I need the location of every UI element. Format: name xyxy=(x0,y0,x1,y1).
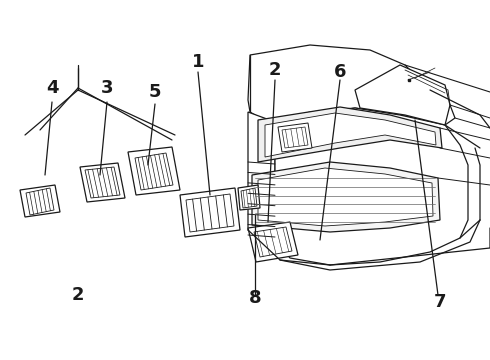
Polygon shape xyxy=(355,65,450,125)
Text: 7: 7 xyxy=(434,293,446,311)
Polygon shape xyxy=(20,185,60,217)
Polygon shape xyxy=(275,108,468,265)
Text: 6: 6 xyxy=(334,63,346,81)
Polygon shape xyxy=(241,188,257,208)
Polygon shape xyxy=(265,113,436,157)
Polygon shape xyxy=(248,222,298,262)
Text: 5: 5 xyxy=(149,83,161,101)
Polygon shape xyxy=(135,153,173,190)
Polygon shape xyxy=(248,45,455,125)
Polygon shape xyxy=(252,162,440,232)
Text: 4: 4 xyxy=(46,79,58,97)
Text: 3: 3 xyxy=(101,79,113,97)
Polygon shape xyxy=(278,123,312,152)
Polygon shape xyxy=(186,194,234,232)
Polygon shape xyxy=(238,185,260,210)
Text: 2: 2 xyxy=(269,61,281,79)
Text: 8: 8 xyxy=(249,289,261,307)
Polygon shape xyxy=(282,127,308,148)
Polygon shape xyxy=(80,163,125,202)
Text: 1: 1 xyxy=(192,53,204,71)
Polygon shape xyxy=(128,147,180,195)
Polygon shape xyxy=(26,188,54,215)
Polygon shape xyxy=(85,167,120,198)
Polygon shape xyxy=(258,107,442,162)
Polygon shape xyxy=(258,168,433,226)
Polygon shape xyxy=(248,112,275,240)
Text: 2: 2 xyxy=(72,286,84,304)
Polygon shape xyxy=(254,227,292,257)
Polygon shape xyxy=(180,188,240,237)
